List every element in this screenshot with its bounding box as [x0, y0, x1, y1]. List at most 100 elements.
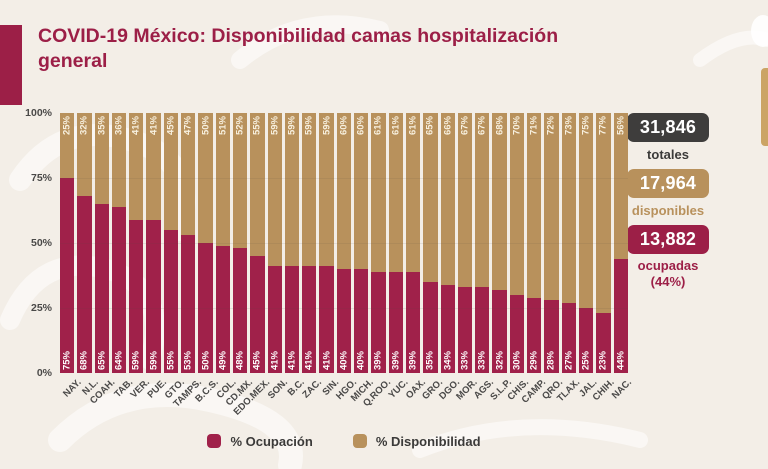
- disponibilidad-value-label: 72%: [545, 116, 557, 136]
- bar-zac: 59% 41%: [302, 113, 317, 373]
- segment-disponibilidad: 73%: [561, 113, 576, 303]
- disponibilidad-value-label: 60%: [355, 116, 367, 136]
- segment-ocupacion: 44%: [613, 258, 628, 373]
- segment-ocupacion: 64%: [111, 206, 127, 373]
- disponibilidad-swatch-icon: [352, 434, 367, 448]
- disponibilidad-value-label: 67%: [476, 116, 488, 136]
- ocupacion-value-label: 33%: [459, 350, 471, 370]
- ocupacion-value-label: 33%: [476, 350, 488, 370]
- segment-ocupacion: 39%: [388, 271, 403, 373]
- ocupacion-value-label: 39%: [372, 350, 384, 370]
- segment-ocupacion: 33%: [475, 287, 490, 373]
- disponibilidad-value-label: 77%: [597, 116, 609, 136]
- y-tick-0: 0%: [36, 367, 52, 379]
- ocupacion-value-label: 75%: [61, 350, 73, 370]
- segment-disponibilidad: 70%: [509, 113, 525, 295]
- segment-disponibilidad: 59%: [284, 113, 300, 267]
- segment-disponibilidad: 59%: [319, 113, 334, 267]
- segment-ocupacion: 53%: [181, 235, 196, 373]
- bar-qro: 72% 28%: [544, 113, 559, 373]
- gridline-25: [60, 308, 628, 309]
- stat-box-totales: 31,846: [627, 113, 709, 142]
- segment-disponibilidad: 32%: [77, 113, 92, 197]
- disponibilidad-value-label: 25%: [61, 116, 73, 136]
- bar-col: 51% 49%: [215, 113, 230, 373]
- segment-ocupacion: 55%: [163, 230, 179, 373]
- ocupacion-value-label: 32%: [494, 350, 506, 370]
- bar-qroo: 61% 39%: [371, 113, 386, 373]
- segment-ocupacion: 65%: [94, 204, 109, 373]
- disponibilidad-value-label: 73%: [563, 116, 575, 136]
- ocupacion-value-label: 28%: [545, 350, 557, 370]
- segment-disponibilidad: 65%: [423, 113, 438, 282]
- stat-label-totales: totales: [647, 147, 689, 162]
- chart-legend: % Ocupación % Disponibilidad: [60, 430, 628, 452]
- bar-camp: 71% 29%: [527, 113, 542, 373]
- segment-disponibilidad: 41%: [146, 113, 161, 220]
- bar-bc: 59% 41%: [284, 113, 300, 373]
- ocupacion-value-label: 41%: [286, 350, 298, 370]
- ocupacion-value-label: 55%: [165, 350, 177, 370]
- ocupacion-value-label: 65%: [96, 350, 108, 370]
- ocupacion-value-label: 41%: [321, 350, 333, 370]
- disponibilidad-value-label: 61%: [390, 116, 402, 136]
- bar-chis: 70% 30%: [509, 113, 525, 373]
- ocupacion-value-label: 64%: [113, 350, 125, 370]
- ocupacion-value-label: 35%: [424, 350, 436, 370]
- ocupacion-value-label: 45%: [251, 350, 263, 370]
- disponibilidad-value-label: 51%: [217, 116, 229, 136]
- gridline-75: [60, 178, 628, 179]
- ocupacion-swatch-icon: [207, 434, 222, 448]
- disponibilidad-value-label: 75%: [580, 116, 592, 136]
- bar-nac: 56% 44%: [613, 113, 628, 373]
- segment-ocupacion: 45%: [250, 256, 265, 373]
- segment-ocupacion: 32%: [492, 289, 507, 373]
- segment-disponibilidad: 51%: [215, 113, 230, 246]
- segment-ocupacion: 41%: [267, 266, 282, 373]
- segment-disponibilidad: 55%: [250, 113, 265, 256]
- ocupacion-value-label: 41%: [269, 350, 281, 370]
- disponibilidad-value-label: 61%: [372, 116, 384, 136]
- bar-oax: 61% 39%: [405, 113, 421, 373]
- bar-jal: 75% 25%: [578, 113, 594, 373]
- cropped-tan-bar-decoration: [761, 68, 768, 146]
- bar-son: 59% 41%: [267, 113, 282, 373]
- segment-disponibilidad: 60%: [336, 113, 352, 269]
- disponibilidad-value-label: 61%: [407, 116, 419, 136]
- stat-label-disponibles: disponibles: [631, 203, 705, 218]
- disponibilidad-value-label: 35%: [96, 116, 108, 136]
- legend-item-disponibilidad: % Disponibilidad: [352, 434, 481, 449]
- page-title-line1: COVID-19 México: Disponibilidad camas ho…: [38, 25, 559, 47]
- disponibilidad-value-label: 55%: [251, 116, 263, 136]
- legend-item-ocupacion: % Ocupación: [207, 434, 313, 449]
- disponibilidad-value-label: 65%: [424, 116, 436, 136]
- title-accent-bar: [0, 25, 22, 105]
- x-axis: NAY. N.L. COAH. TAB. VER. PUE. GTO. TAMPS. B.C.S…: [60, 377, 634, 421]
- ocupacion-value-label: 27%: [563, 350, 575, 370]
- segment-disponibilidad: 71%: [527, 113, 542, 298]
- bar-chih: 77% 23%: [596, 113, 611, 373]
- segment-ocupacion: 35%: [423, 282, 438, 373]
- segment-ocupacion: 27%: [561, 302, 576, 373]
- disponibilidad-value-label: 67%: [459, 116, 471, 136]
- segment-disponibilidad: 50%: [198, 113, 213, 243]
- y-axis: 100% 75% 50% 25% 0%: [0, 107, 52, 379]
- ocupacion-value-label: 34%: [442, 350, 454, 370]
- bar-mich: 60% 40%: [354, 113, 369, 373]
- segment-ocupacion: 68%: [77, 196, 92, 373]
- disponibilidad-value-label: 59%: [286, 116, 298, 136]
- x-tick-label: NAC.: [609, 377, 635, 402]
- segment-disponibilidad: 61%: [405, 113, 421, 272]
- bar-tlax: 73% 27%: [561, 113, 576, 373]
- segment-disponibilidad: 66%: [440, 113, 455, 285]
- disponibilidad-value-label: 59%: [269, 116, 281, 136]
- segment-ocupacion: 39%: [405, 271, 421, 373]
- disponibilidad-value-label: 59%: [303, 116, 315, 136]
- ocupacion-value-label: 41%: [303, 350, 315, 370]
- segment-ocupacion: 34%: [440, 284, 455, 373]
- disponibilidad-value-label: 66%: [442, 116, 454, 136]
- segment-ocupacion: 39%: [371, 271, 386, 373]
- segment-ocupacion: 28%: [544, 300, 559, 373]
- segment-ocupacion: 49%: [215, 245, 230, 373]
- disponibilidad-value-label: 41%: [148, 116, 160, 136]
